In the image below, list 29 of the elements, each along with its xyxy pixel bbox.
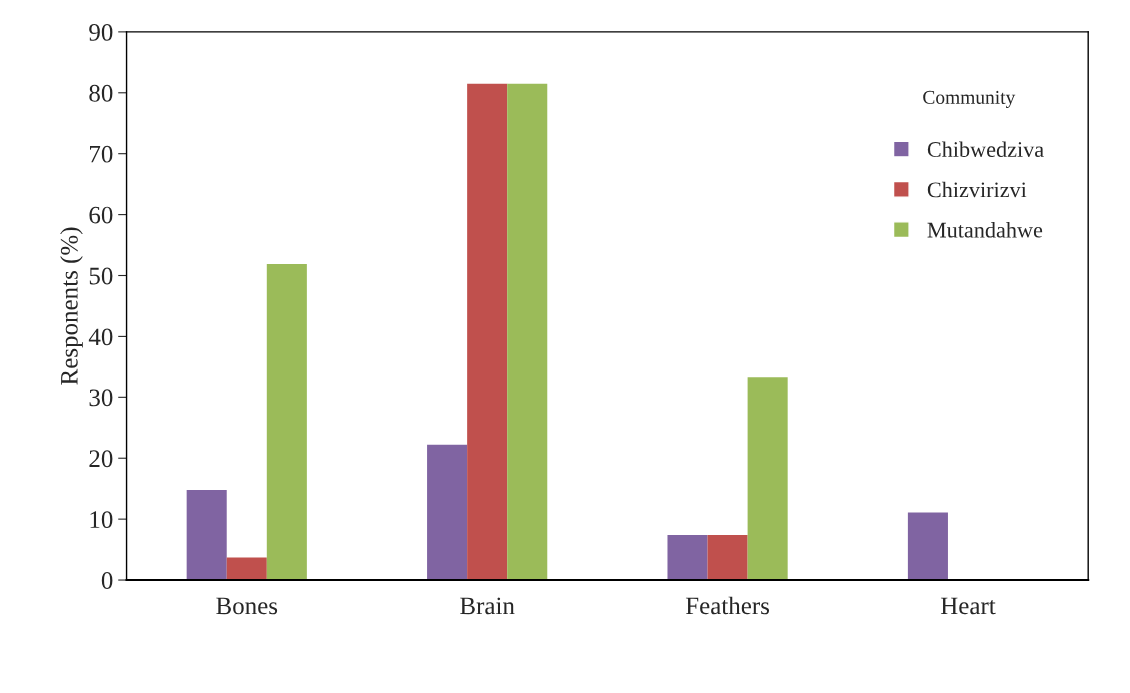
bar: [186, 489, 227, 581]
bar: [467, 83, 508, 581]
bar: [667, 534, 708, 581]
y-tick-label: 0: [101, 572, 113, 589]
bar: [907, 512, 948, 581]
bar: [747, 377, 788, 581]
legend-label: Chibwedziva: [927, 141, 1044, 158]
y-tick-label: 70: [90, 145, 113, 163]
y-tick-label: 60: [89, 206, 113, 224]
bar: [266, 263, 307, 581]
bar: [226, 557, 267, 581]
y-tick-label: 90: [89, 23, 113, 41]
bar: [507, 83, 548, 581]
legend-label: Chizvirizvi: [927, 181, 1027, 198]
x-tick-label: Heart: [940, 597, 996, 615]
y-tick-label: 80: [89, 84, 113, 102]
y-tick-label: 10: [90, 511, 113, 529]
y-tick-label: 50: [89, 267, 113, 285]
bar: [707, 534, 748, 581]
y-tick-label: 20: [89, 450, 113, 468]
legend-label: Mutandahwe: [927, 221, 1043, 238]
y-tick-label: 40: [88, 328, 113, 346]
y-axis-title: Responents (%): [60, 227, 83, 385]
legend-title: Community: [923, 90, 1016, 108]
bar: [427, 444, 468, 581]
y-tick-label: 30: [89, 389, 113, 407]
x-tick-label: Feathers: [685, 596, 770, 615]
x-tick-label: Bones: [216, 597, 278, 615]
x-tick-label: Brain: [460, 597, 515, 615]
